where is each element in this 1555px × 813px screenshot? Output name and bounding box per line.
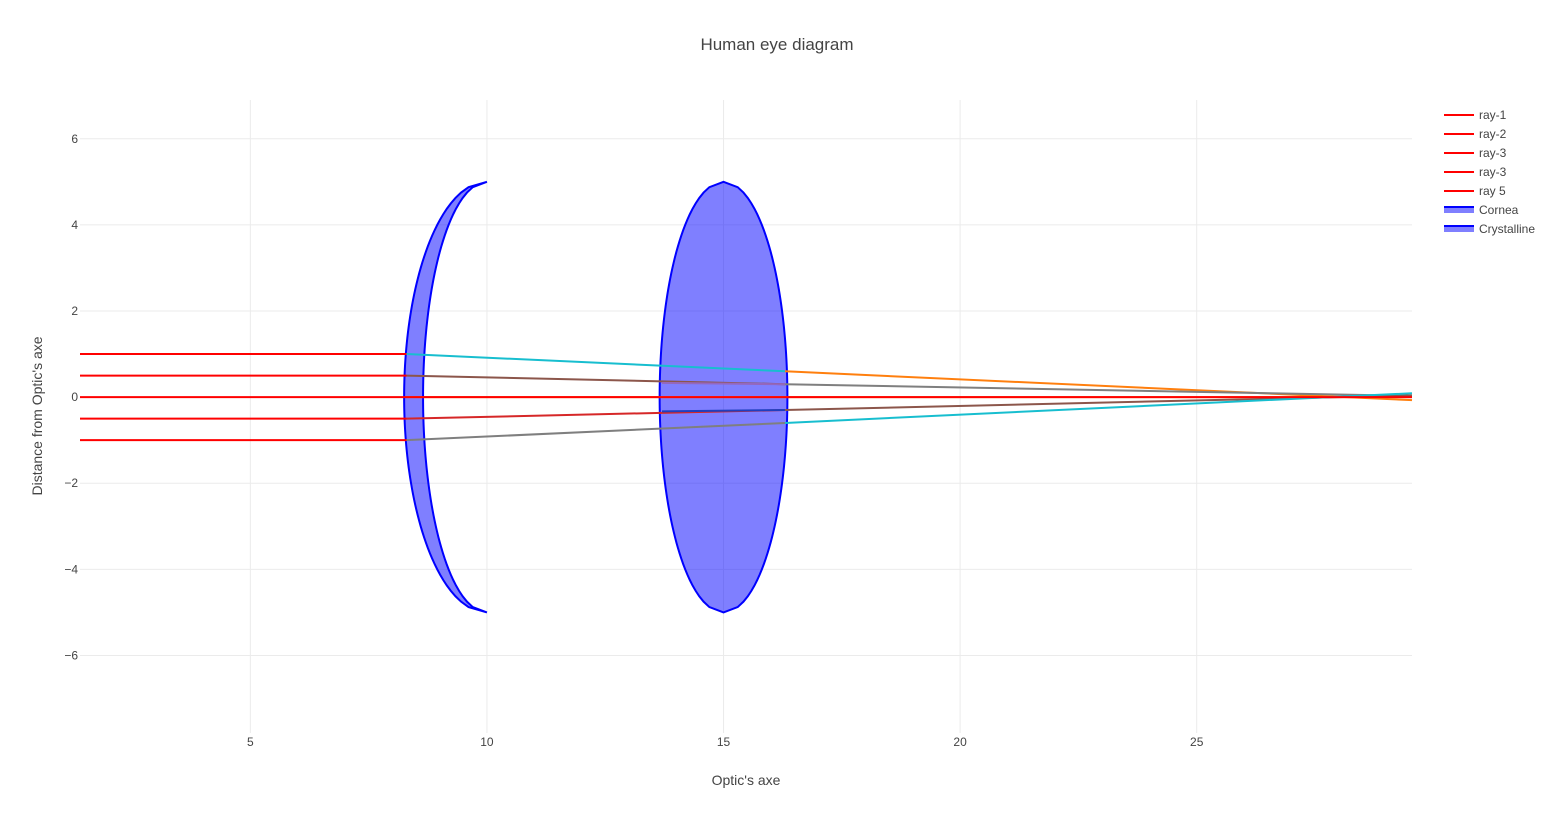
legend-swatch (1444, 226, 1474, 232)
legend[interactable]: ray-1 ray-2 ray-3 ray-3 ray 5 Cornea Crystalli… (1444, 108, 1535, 236)
rays-layer (80, 353, 1413, 442)
y-axis-title: Distance from Optic's axe (29, 336, 45, 495)
legend-label: ray-3 (1479, 146, 1507, 160)
x-tick-label: 25 (1190, 735, 1204, 749)
refracted-ray-line[interactable] (406, 353, 786, 373)
y-tick-label: 2 (71, 304, 78, 318)
x-axis-title: Optic's axe (712, 772, 781, 788)
refracted-ray-line[interactable] (784, 392, 1413, 424)
y-tick-label: −4 (64, 562, 78, 576)
legend-label: ray-3 (1479, 165, 1507, 179)
legend-item[interactable]: ray-2 (1444, 127, 1507, 141)
legend-label: Crystalline (1479, 222, 1535, 236)
refracted-ray-line[interactable] (406, 421, 786, 442)
legend-item[interactable]: ray-3 (1444, 165, 1507, 179)
refracted-ray-line[interactable] (784, 370, 1413, 402)
x-tick-label: 15 (717, 735, 731, 749)
legend-item[interactable]: Cornea (1444, 203, 1519, 217)
legend-label: ray 5 (1479, 184, 1506, 198)
x-tick-label: 5 (247, 735, 254, 749)
legend-item[interactable]: Crystalline (1444, 222, 1535, 236)
legend-swatch (1444, 207, 1474, 213)
legend-label: ray-2 (1479, 127, 1507, 141)
legend-label: ray-1 (1479, 108, 1507, 122)
legend-item[interactable]: ray 5 (1444, 184, 1506, 198)
y-tick-label: 0 (71, 390, 78, 404)
x-tick-label: 10 (480, 735, 494, 749)
legend-label: Cornea (1479, 203, 1519, 217)
cornea-shape[interactable] (403, 180, 488, 614)
x-tick-label: 20 (953, 735, 967, 749)
y-tick-label: −6 (64, 648, 78, 662)
y-tick-label: 6 (71, 132, 78, 146)
legend-item[interactable]: ray-1 (1444, 108, 1507, 122)
y-tick-label: 4 (71, 218, 78, 232)
y-tick-label: −2 (64, 476, 78, 490)
refracted-ray-line[interactable] (661, 381, 786, 386)
refracted-ray-line[interactable] (785, 383, 1413, 397)
chart-title: Human eye diagram (700, 35, 853, 54)
legend-item[interactable]: ray-3 (1444, 146, 1507, 160)
refracted-ray-line[interactable] (661, 409, 786, 413)
